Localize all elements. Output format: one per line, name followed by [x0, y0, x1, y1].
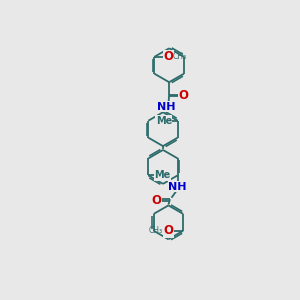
Text: O: O	[151, 194, 161, 206]
Text: Me: Me	[156, 116, 172, 126]
Text: Me: Me	[154, 170, 170, 180]
Text: CH₃: CH₃	[149, 226, 163, 235]
Text: NH: NH	[168, 182, 187, 192]
Text: O: O	[163, 50, 173, 63]
Text: CH₃: CH₃	[173, 52, 187, 61]
Text: O: O	[164, 224, 173, 237]
Text: NH: NH	[157, 102, 175, 112]
Text: O: O	[179, 89, 189, 102]
